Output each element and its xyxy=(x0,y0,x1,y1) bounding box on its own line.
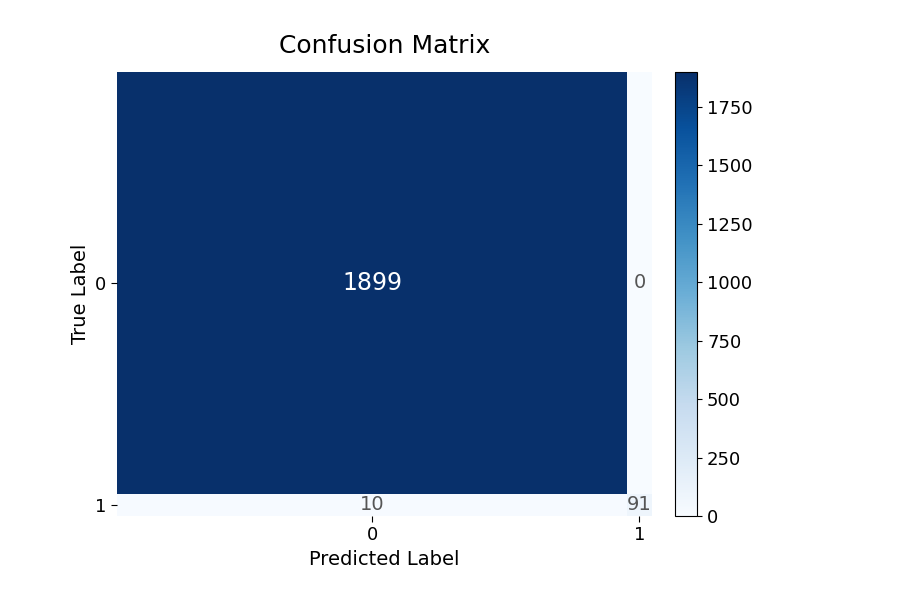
Title: Confusion Matrix: Confusion Matrix xyxy=(279,34,490,58)
Text: 91: 91 xyxy=(627,495,652,514)
Bar xyxy=(627,72,652,494)
X-axis label: Predicted Label: Predicted Label xyxy=(309,550,460,569)
Text: 0: 0 xyxy=(634,273,645,292)
Text: 1899: 1899 xyxy=(342,271,402,295)
Text: 10: 10 xyxy=(360,495,384,514)
Bar xyxy=(627,494,652,516)
Y-axis label: True Label: True Label xyxy=(71,244,90,344)
Bar xyxy=(117,494,627,516)
